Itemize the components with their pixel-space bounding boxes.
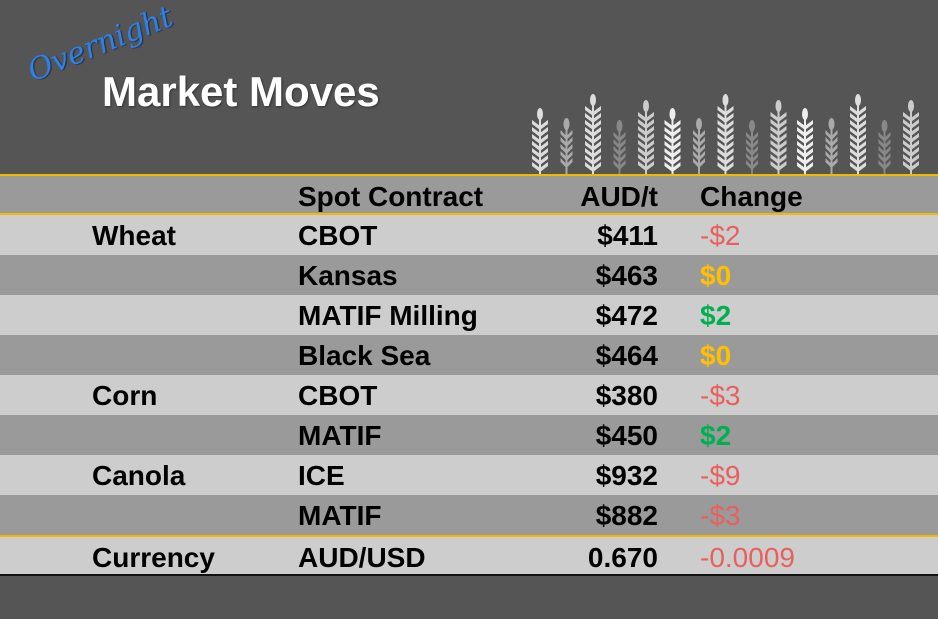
wheat-stalk-icon: [797, 108, 813, 174]
header-contract: Spot Contract: [298, 181, 484, 212]
wheat-stalk-icon: [770, 100, 787, 174]
wheat-stalk-icon: [878, 120, 891, 174]
change-cell: $2: [700, 420, 732, 451]
table-header: Spot Contract AUD/t Change: [0, 174, 938, 215]
contract-cell: CBOT: [298, 380, 378, 411]
wheat-stalk-icon: [560, 118, 573, 174]
table-row: Canola ICE $932 -$9: [0, 455, 938, 495]
price-cell: $463: [595, 260, 658, 291]
price-cell: $380: [595, 380, 658, 411]
change-cell: -$3: [700, 500, 741, 531]
contract-cell: MATIF: [298, 500, 382, 531]
table-row: Corn CBOT $380 -$3: [0, 375, 938, 415]
market-table: Spot Contract AUD/t Change Wheat CBOT $4…: [0, 174, 938, 576]
contract-cell: Black Sea: [298, 340, 431, 371]
table-row: Currency AUD/USD 0.670 -0.0009: [0, 535, 938, 576]
header-price: AUD/t: [580, 181, 658, 212]
table-row: MATIF $450 $2: [0, 415, 938, 455]
wheat-stalk-icon: [613, 120, 626, 174]
wheat-stalk-icon: [532, 108, 548, 174]
commodity-cell: Currency: [92, 542, 215, 573]
contract-cell: MATIF: [298, 420, 382, 451]
wheat-stalk-icon: [693, 118, 705, 174]
change-cell: -$3: [700, 380, 741, 411]
wheat-stalk-icon: [850, 94, 866, 174]
price-cell: 0.670: [587, 542, 658, 573]
change-cell: -0.0009: [700, 542, 795, 573]
change-cell: $2: [700, 300, 732, 331]
price-cell: $464: [595, 340, 658, 371]
wheat-stalk-icon: [638, 100, 654, 174]
table-row: Wheat CBOT $411 -$2: [0, 215, 938, 255]
contract-cell: ICE: [298, 460, 345, 491]
price-cell: $932: [595, 460, 658, 491]
commodity-cell: Corn: [92, 380, 158, 411]
wheat-stalk-icon: [825, 118, 838, 174]
change-cell: -$2: [700, 220, 741, 251]
commodity-cell: Wheat: [92, 220, 176, 251]
table-row: MATIF Milling $472 $2: [0, 295, 938, 335]
price-cell: $411: [597, 220, 658, 251]
table-row: Kansas $463 $0: [0, 255, 938, 295]
contract-cell: AUD/USD: [298, 542, 426, 573]
wheat-stalk-icon: [903, 100, 919, 174]
wheat-stalk-icon: [717, 94, 734, 174]
change-cell: -$9: [700, 460, 741, 491]
change-cell: $0: [700, 340, 732, 371]
contract-cell: Kansas: [298, 260, 398, 291]
wheat-stalk-icon: [585, 94, 601, 174]
price-cell: $472: [595, 300, 658, 331]
contract-cell: CBOT: [298, 220, 378, 251]
wheat-stalk-icon: [746, 120, 758, 174]
wheat-stalk-icon: [664, 108, 681, 174]
contract-cell: MATIF Milling: [298, 300, 478, 331]
price-cell: $450: [595, 420, 658, 451]
table-row: MATIF $882 -$3: [0, 495, 938, 535]
commodity-cell: Canola: [92, 460, 186, 491]
page-title: Market Moves: [102, 68, 380, 115]
price-cell: $882: [595, 500, 658, 531]
header-change: Change: [700, 181, 803, 212]
table-row: Black Sea $464 $0: [0, 335, 938, 375]
wheat-stalks-icon: [532, 94, 919, 174]
change-cell: $0: [700, 260, 732, 291]
